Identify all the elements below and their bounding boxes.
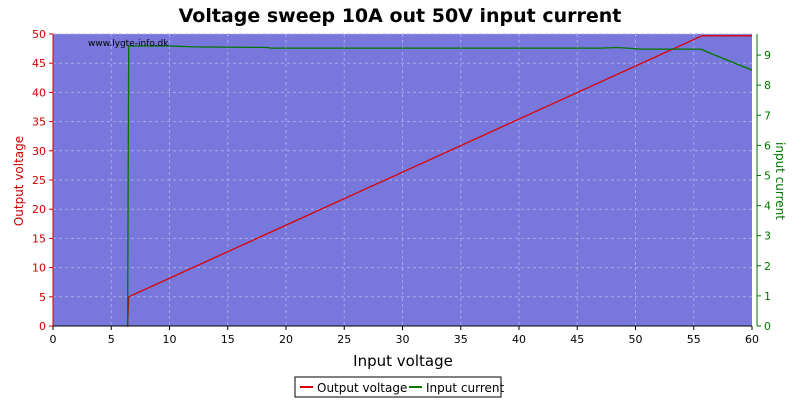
series-line-input-current — [126, 45, 753, 327]
legend-label-input-current: Input current — [426, 381, 504, 395]
watermark: www.lygte-info.dk — [88, 39, 169, 49]
x-tick-label: 55 — [687, 333, 701, 346]
left-tick-label: 25 — [32, 174, 46, 187]
left-tick-label: 15 — [32, 232, 46, 245]
right-tick-label: 0 — [764, 320, 771, 333]
right-axis-ticks: 0 1 2 3 4 5 6 7 8 9 — [757, 49, 771, 333]
x-tick-label: 5 — [108, 333, 115, 346]
x-tick-label: 45 — [570, 333, 584, 346]
left-axis-ticks: 0 5 10 15 20 25 30 35 40 45 50 — [32, 28, 53, 333]
x-tick-label: 60 — [745, 333, 759, 346]
left-tick-label: 20 — [32, 203, 46, 216]
right-tick-label: 8 — [764, 79, 771, 92]
x-tick-label: 20 — [279, 333, 293, 346]
right-tick-label: 4 — [764, 200, 771, 213]
x-tick-label: 10 — [163, 333, 177, 346]
left-tick-label: 30 — [32, 145, 46, 158]
left-tick-label: 0 — [39, 320, 46, 333]
legend: Output voltage Input current — [294, 376, 504, 398]
x-tick-label: 25 — [337, 333, 351, 346]
right-tick-label: 5 — [764, 169, 771, 182]
legend-label-output-voltage: Output voltage — [317, 381, 407, 395]
x-axis-ticks: 0 5 10 15 20 25 30 35 40 45 50 55 60 — [50, 326, 759, 346]
x-tick-label: 15 — [221, 333, 235, 346]
right-tick-label: 2 — [764, 260, 771, 273]
x-tick-label: 35 — [454, 333, 468, 346]
left-axis-label: Output voltage — [12, 136, 26, 226]
legend-box — [294, 376, 502, 398]
right-tick-label: 7 — [764, 109, 771, 122]
right-tick-label: 6 — [764, 139, 771, 152]
right-axis-label: input current — [773, 142, 787, 220]
x-tick-label: 30 — [396, 333, 410, 346]
right-tick-label: 9 — [764, 49, 771, 62]
x-tick-label: 50 — [629, 333, 643, 346]
x-tick-label: 0 — [50, 333, 57, 346]
x-tick-label: 40 — [512, 333, 526, 346]
left-tick-label: 10 — [32, 262, 46, 275]
left-tick-label: 50 — [32, 28, 46, 41]
left-tick-label: 40 — [32, 86, 46, 99]
right-tick-label: 3 — [764, 230, 771, 243]
x-axis-label: Input voltage — [353, 352, 453, 370]
left-tick-label: 35 — [32, 116, 46, 129]
right-tick-label: 1 — [764, 290, 771, 303]
chart-title: Voltage sweep 10A out 50V input current — [179, 5, 622, 27]
left-tick-label: 5 — [39, 291, 46, 304]
grid-lines — [53, 33, 752, 326]
left-tick-label: 45 — [32, 57, 46, 70]
